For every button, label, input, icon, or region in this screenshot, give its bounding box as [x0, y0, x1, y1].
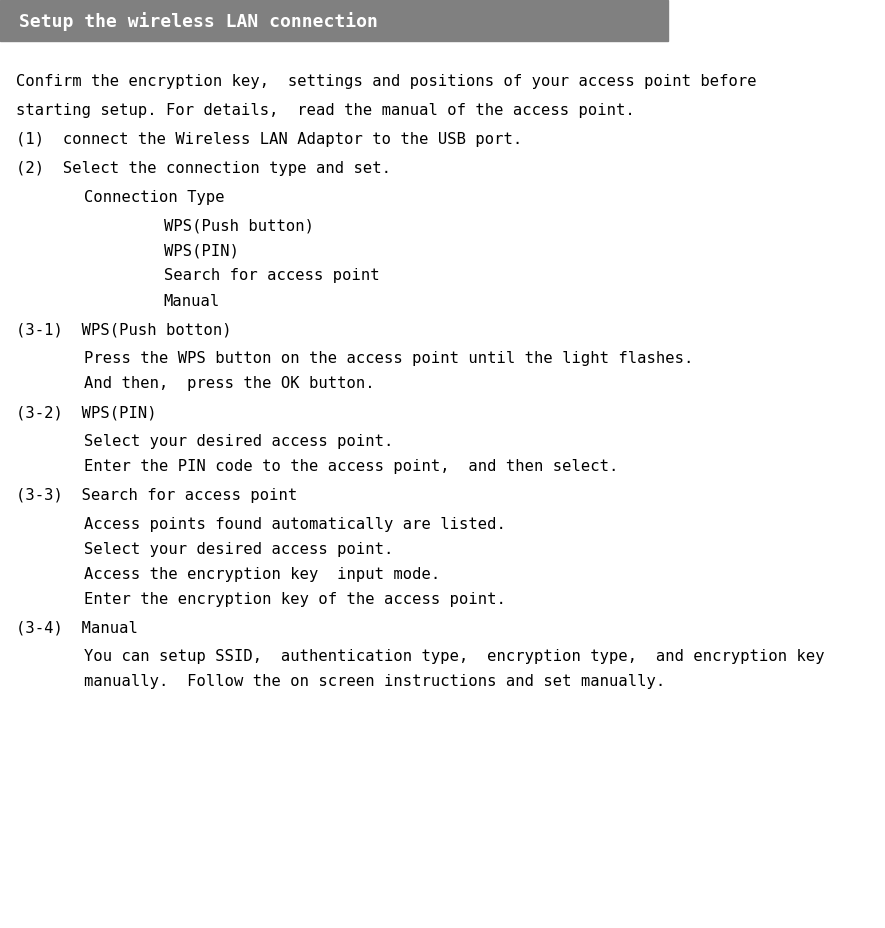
- Text: manually.  Follow the on screen instructions and set manually.: manually. Follow the on screen instructi…: [84, 674, 666, 689]
- Text: (3-1)  WPS(Push botton): (3-1) WPS(Push botton): [16, 322, 232, 337]
- FancyBboxPatch shape: [0, 1, 668, 42]
- Text: (2)  Select the connection type and set.: (2) Select the connection type and set.: [16, 161, 391, 175]
- Text: You can setup SSID,  authentication type,  encryption type,  and encryption key: You can setup SSID, authentication type,…: [84, 649, 825, 664]
- Text: And then,  press the OK button.: And then, press the OK button.: [84, 376, 374, 391]
- Text: Manual: Manual: [164, 293, 220, 308]
- Text: Select your desired access point.: Select your desired access point.: [84, 433, 394, 448]
- Text: Search for access point: Search for access point: [164, 268, 380, 283]
- Text: Select your desired access point.: Select your desired access point.: [84, 541, 394, 556]
- Text: Press the WPS button on the access point until the light flashes.: Press the WPS button on the access point…: [84, 351, 694, 366]
- Text: Setup the wireless LAN connection: Setup the wireless LAN connection: [19, 12, 379, 31]
- Text: Enter the encryption key of the access point.: Enter the encryption key of the access p…: [84, 591, 506, 606]
- Text: (3-3)  Search for access point: (3-3) Search for access point: [16, 487, 297, 502]
- Text: Connection Type: Connection Type: [84, 189, 225, 204]
- Text: (3-4)  Manual: (3-4) Manual: [16, 620, 138, 635]
- Text: (3-2)  WPS(PIN): (3-2) WPS(PIN): [16, 405, 157, 419]
- Text: Access the encryption key  input mode.: Access the encryption key input mode.: [84, 566, 441, 581]
- Text: WPS(PIN): WPS(PIN): [164, 243, 239, 258]
- Text: Access points found automatically are listed.: Access points found automatically are li…: [84, 516, 506, 531]
- Text: (1)  connect the Wireless LAN Adaptor to the USB port.: (1) connect the Wireless LAN Adaptor to …: [16, 132, 522, 147]
- Text: WPS(Push button): WPS(Push button): [164, 218, 313, 233]
- Text: Confirm the encryption key,  settings and positions of your access point before: Confirm the encryption key, settings and…: [16, 74, 757, 89]
- Text: starting setup. For details,  read the manual of the access point.: starting setup. For details, read the ma…: [16, 103, 635, 118]
- Text: Enter the PIN code to the access point,  and then select.: Enter the PIN code to the access point, …: [84, 458, 619, 473]
